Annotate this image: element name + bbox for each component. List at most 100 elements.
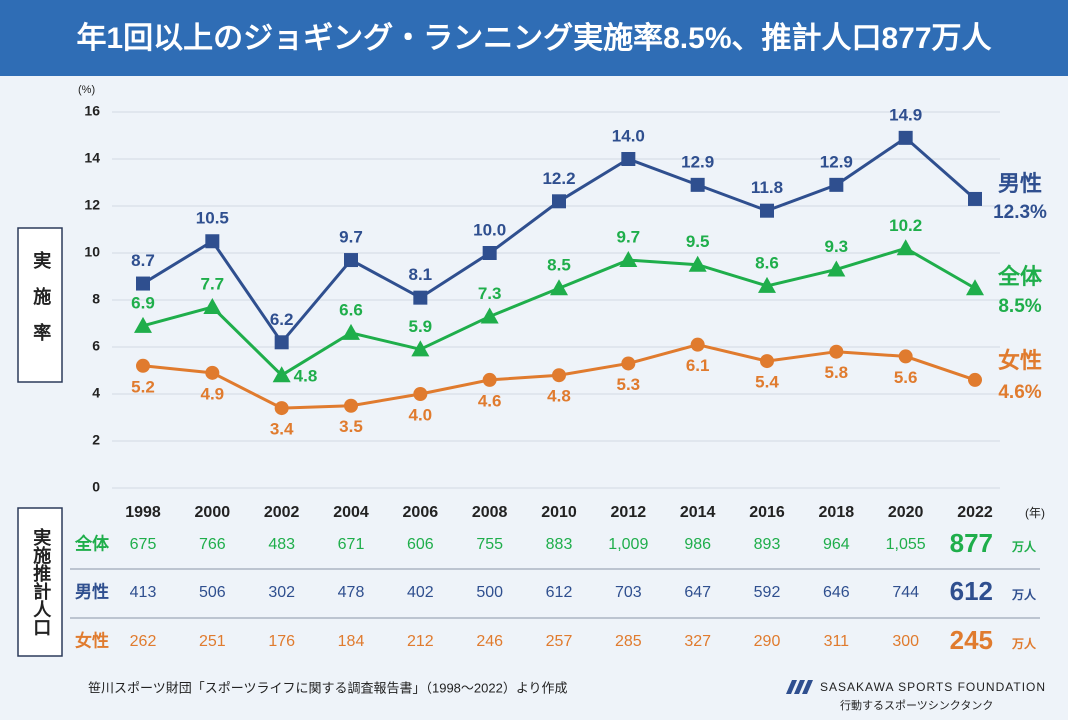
marker	[621, 152, 636, 166]
marker	[552, 194, 566, 209]
data-label: 11.8	[751, 178, 783, 197]
y-unit: (%)	[78, 84, 95, 96]
data-label: 4.8	[294, 367, 318, 386]
marker	[898, 130, 913, 145]
marker	[342, 323, 360, 340]
table-unit: 万人	[1011, 587, 1037, 602]
marker	[898, 349, 913, 364]
end-value-label: 4.6%	[998, 382, 1041, 403]
marker	[690, 177, 705, 192]
x-tick-label: 2006	[403, 504, 439, 521]
y-label-box	[17, 227, 63, 383]
data-label: 5.9	[409, 317, 433, 336]
end-value-label: 8.5%	[998, 296, 1041, 317]
y-tick-label: 2	[92, 432, 100, 448]
logo-text: SASAKAWA SPORTS FOUNDATION	[820, 680, 1046, 694]
marker	[966, 279, 984, 296]
table-cell: 257	[546, 633, 573, 650]
data-label: 4.9	[201, 384, 225, 403]
data-label: 12.9	[681, 152, 714, 171]
data-label: 10.5	[196, 209, 229, 228]
x-tick-label: 2008	[472, 504, 508, 521]
x-tick-label: 2020	[888, 504, 924, 521]
y-tick-label: 10	[84, 244, 100, 260]
table-cell: 671	[338, 536, 365, 553]
data-label: 4.6	[478, 391, 502, 410]
data-label: 3.5	[339, 417, 363, 436]
table-cell: 478	[338, 584, 365, 601]
table-cell: 766	[199, 536, 226, 553]
marker	[136, 276, 150, 291]
marker	[274, 401, 289, 416]
marker	[760, 354, 774, 369]
marker	[968, 191, 982, 206]
data-label: 12.9	[820, 152, 853, 171]
marker	[482, 372, 497, 387]
table-unit: 万人	[1011, 539, 1037, 554]
data-label: 5.6	[894, 368, 918, 387]
x-tick-label: 2000	[195, 504, 231, 521]
table-cell: 184	[338, 633, 365, 650]
y-tick-label: 8	[92, 291, 100, 307]
table-cell: 646	[823, 584, 850, 601]
marker	[758, 276, 776, 293]
data-label: 4.8	[547, 387, 571, 406]
table-label: 実施推計人口	[31, 527, 51, 636]
marker	[688, 255, 707, 272]
data-label: 8.7	[131, 251, 155, 270]
legend-label: 男性	[998, 171, 1042, 196]
logo-icon	[786, 680, 813, 694]
table-cell: 300	[892, 633, 919, 650]
table-row-name: 女性	[75, 630, 109, 650]
table-cell: 413	[130, 584, 157, 601]
table-cell: 744	[892, 584, 919, 601]
data-label: 12.2	[542, 169, 575, 188]
data-label: 6.2	[270, 310, 294, 329]
table-cell: 893	[754, 536, 781, 553]
table-row-name: 男性	[75, 581, 109, 601]
data-label: 5.4	[755, 373, 779, 392]
table-cell: 290	[754, 633, 781, 650]
table-cell: 606	[407, 536, 434, 553]
marker	[896, 239, 915, 256]
data-label: 5.2	[131, 377, 155, 396]
title-bar	[0, 0, 1068, 76]
x-tick-label: 2016	[749, 504, 785, 521]
data-label: 8.1	[409, 265, 433, 284]
marker	[205, 365, 220, 380]
marker	[413, 290, 428, 305]
marker	[827, 260, 846, 277]
table-cell: 612	[546, 584, 573, 601]
table-cell: 500	[476, 584, 503, 601]
tagline: 行動するスポーツシンクタンク	[840, 698, 993, 712]
y-tick-label: 14	[84, 150, 100, 166]
data-label: 6.6	[339, 300, 363, 319]
data-label: 4.0	[409, 405, 433, 424]
marker	[344, 398, 358, 413]
data-label: 9.7	[339, 228, 363, 247]
data-label: 8.6	[755, 253, 779, 272]
x-tick-label: 2004	[333, 504, 369, 521]
table-cell: 647	[684, 584, 711, 601]
marker	[205, 234, 220, 249]
table-cell: 176	[268, 633, 295, 650]
y-tick-label: 16	[84, 103, 100, 119]
marker	[482, 246, 497, 260]
marker	[621, 356, 636, 371]
y-tick-label: 4	[92, 385, 100, 401]
x-tick-label: 2012	[611, 504, 647, 521]
data-label: 6.1	[686, 356, 710, 375]
marker	[203, 298, 222, 315]
marker	[829, 177, 844, 192]
data-label: 7.3	[478, 284, 502, 303]
data-label: 9.5	[686, 232, 710, 251]
data-label: 5.3	[617, 375, 641, 394]
table-unit: 万人	[1011, 636, 1037, 651]
data-label: 10.0	[473, 220, 506, 239]
marker	[136, 358, 150, 373]
legend-label: 全体	[997, 264, 1043, 289]
data-label: 9.7	[617, 228, 641, 247]
marker	[829, 344, 844, 359]
table-cell: 883	[546, 536, 573, 553]
